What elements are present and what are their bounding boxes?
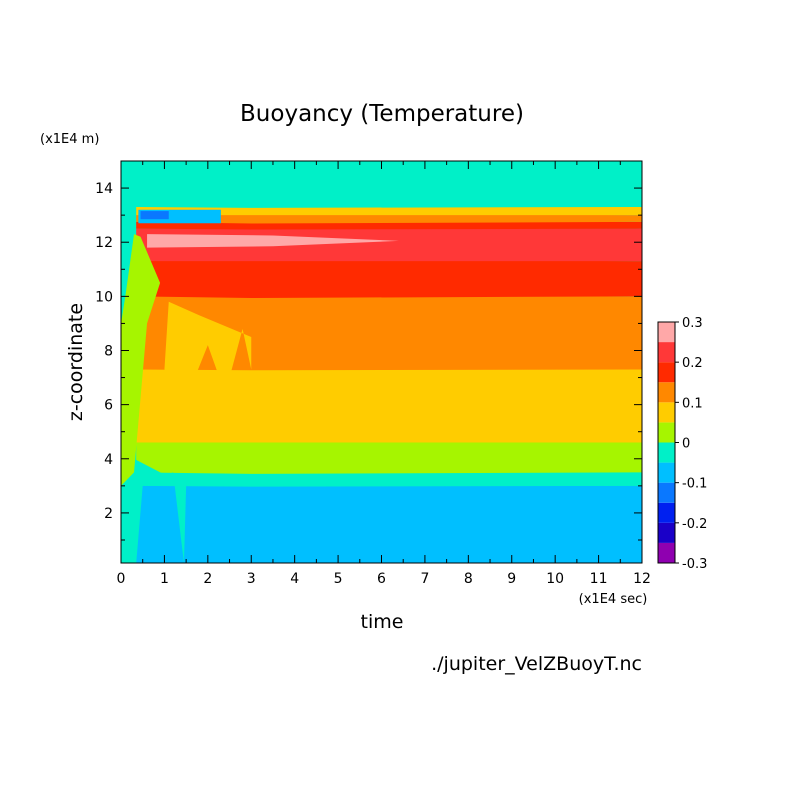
colorbar-swatch (658, 542, 675, 563)
x-unit-label: (x1E4 sec) (579, 592, 648, 607)
y-tick-label: 4 (104, 452, 113, 468)
colorbar-swatch (658, 422, 675, 443)
x-tick-label: 11 (590, 571, 608, 587)
colorbar-swatch (658, 382, 675, 403)
x-tick-label: 9 (507, 571, 516, 587)
contour-band (136, 259, 642, 298)
source-file-label: ./jupiter_VelZBuoyT.nc (431, 653, 642, 675)
x-tick-label: 5 (334, 571, 343, 587)
spin-up-region (121, 458, 187, 563)
x-axis: 0 1 2 3 4 5 6 7 8 9 10 11 12 (117, 161, 651, 587)
spin-up-region (121, 234, 161, 486)
x-tick-label: 12 (633, 571, 651, 587)
x-tick-label: 2 (203, 571, 212, 587)
x-axis-label: time (361, 611, 404, 633)
x-tick-label: 8 (464, 571, 473, 587)
contour-band (136, 295, 642, 371)
y-axis: 2 4 6 8 10 12 14 (95, 181, 642, 541)
x-tick-label: 10 (546, 571, 564, 587)
y-tick-label: 14 (95, 181, 113, 197)
peak-region (147, 234, 399, 248)
colorbar-tick-label: 0 (682, 437, 690, 452)
colorbar-swatch (658, 342, 675, 363)
contour-band (136, 369, 642, 443)
colorbar: -0.3 -0.2 -0.1 0 0.1 0.2 0.3 (657, 316, 707, 572)
colorbar-swatch (658, 402, 675, 423)
contour-field (121, 161, 642, 563)
y-tick-label: 8 (104, 343, 113, 359)
contour-band (136, 440, 642, 474)
y-tick-label: 10 (95, 289, 113, 305)
contour-band (136, 161, 642, 208)
colorbar-tick-label: -0.3 (682, 557, 707, 572)
colorbar-swatch (658, 522, 675, 543)
y-axis-label: z-coordinate (65, 303, 87, 421)
contour-band (136, 213, 642, 224)
contour-band (136, 471, 642, 487)
y-tick-label: 2 (104, 506, 113, 522)
x-tick-label: 4 (290, 571, 299, 587)
contour-band (136, 485, 642, 563)
chart-title: Buoyancy (Temperature) (240, 101, 524, 127)
y-tick-label: 12 (95, 235, 113, 251)
y-unit-label: (x1E4 m) (40, 132, 99, 147)
x-tick-label: 0 (117, 571, 126, 587)
colorbar-tick-label: 0.1 (682, 396, 703, 411)
negative-core (140, 211, 169, 220)
colorbar-swatch (658, 322, 675, 343)
colorbar-swatch (658, 482, 675, 503)
colorbar-swatch (658, 502, 675, 523)
colorbar-tick-label: 0.2 (682, 356, 703, 371)
colorbar-swatch (658, 442, 675, 463)
x-tick-label: 1 (160, 571, 169, 587)
colorbar-swatch (658, 462, 675, 483)
y-tick-label: 6 (104, 398, 113, 414)
x-tick-label: 6 (377, 571, 386, 587)
colorbar-tick-label: 0.3 (682, 316, 703, 331)
colorbar-tick-label: -0.1 (682, 477, 707, 492)
colorbar-swatch (658, 362, 675, 383)
contour-band (136, 207, 642, 216)
x-tick-label: 3 (247, 571, 256, 587)
colorbar-tick-label: -0.2 (682, 517, 707, 532)
spin-up-front (164, 301, 252, 394)
x-tick-label: 7 (420, 571, 429, 587)
